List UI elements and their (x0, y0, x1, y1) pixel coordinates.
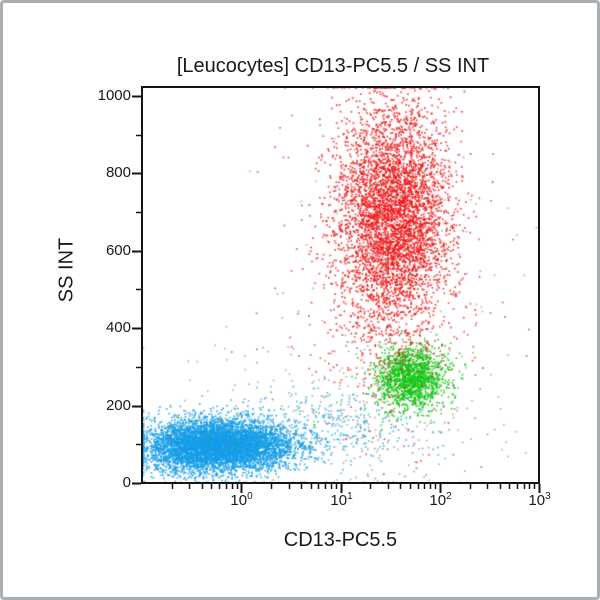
y-tick-label: 0 (122, 474, 131, 491)
y-tick-label: 400 (105, 319, 131, 336)
x-tick-label: 102 (429, 491, 452, 510)
x-axis-label: CD13-PC5.5 (283, 529, 398, 551)
scatter-dots-canvas (143, 88, 538, 482)
y-tick-label: 200 (105, 397, 131, 414)
x-tick-label: 103 (528, 491, 551, 510)
x-tick-label: 101 (330, 491, 353, 510)
y-tick-label: 600 (105, 242, 131, 259)
x-tick-label: 100 (230, 491, 253, 510)
y-tick-label: 1000 (97, 87, 131, 104)
chart-title: [Leucocytes] CD13-PC5.5 / SS INT (176, 55, 490, 77)
y-tick-label: 800 (105, 164, 131, 181)
